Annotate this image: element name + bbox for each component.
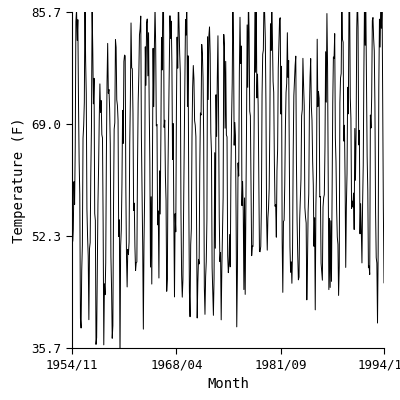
Y-axis label: Temperature (F): Temperature (F) — [12, 117, 26, 243]
X-axis label: Month: Month — [207, 377, 249, 391]
